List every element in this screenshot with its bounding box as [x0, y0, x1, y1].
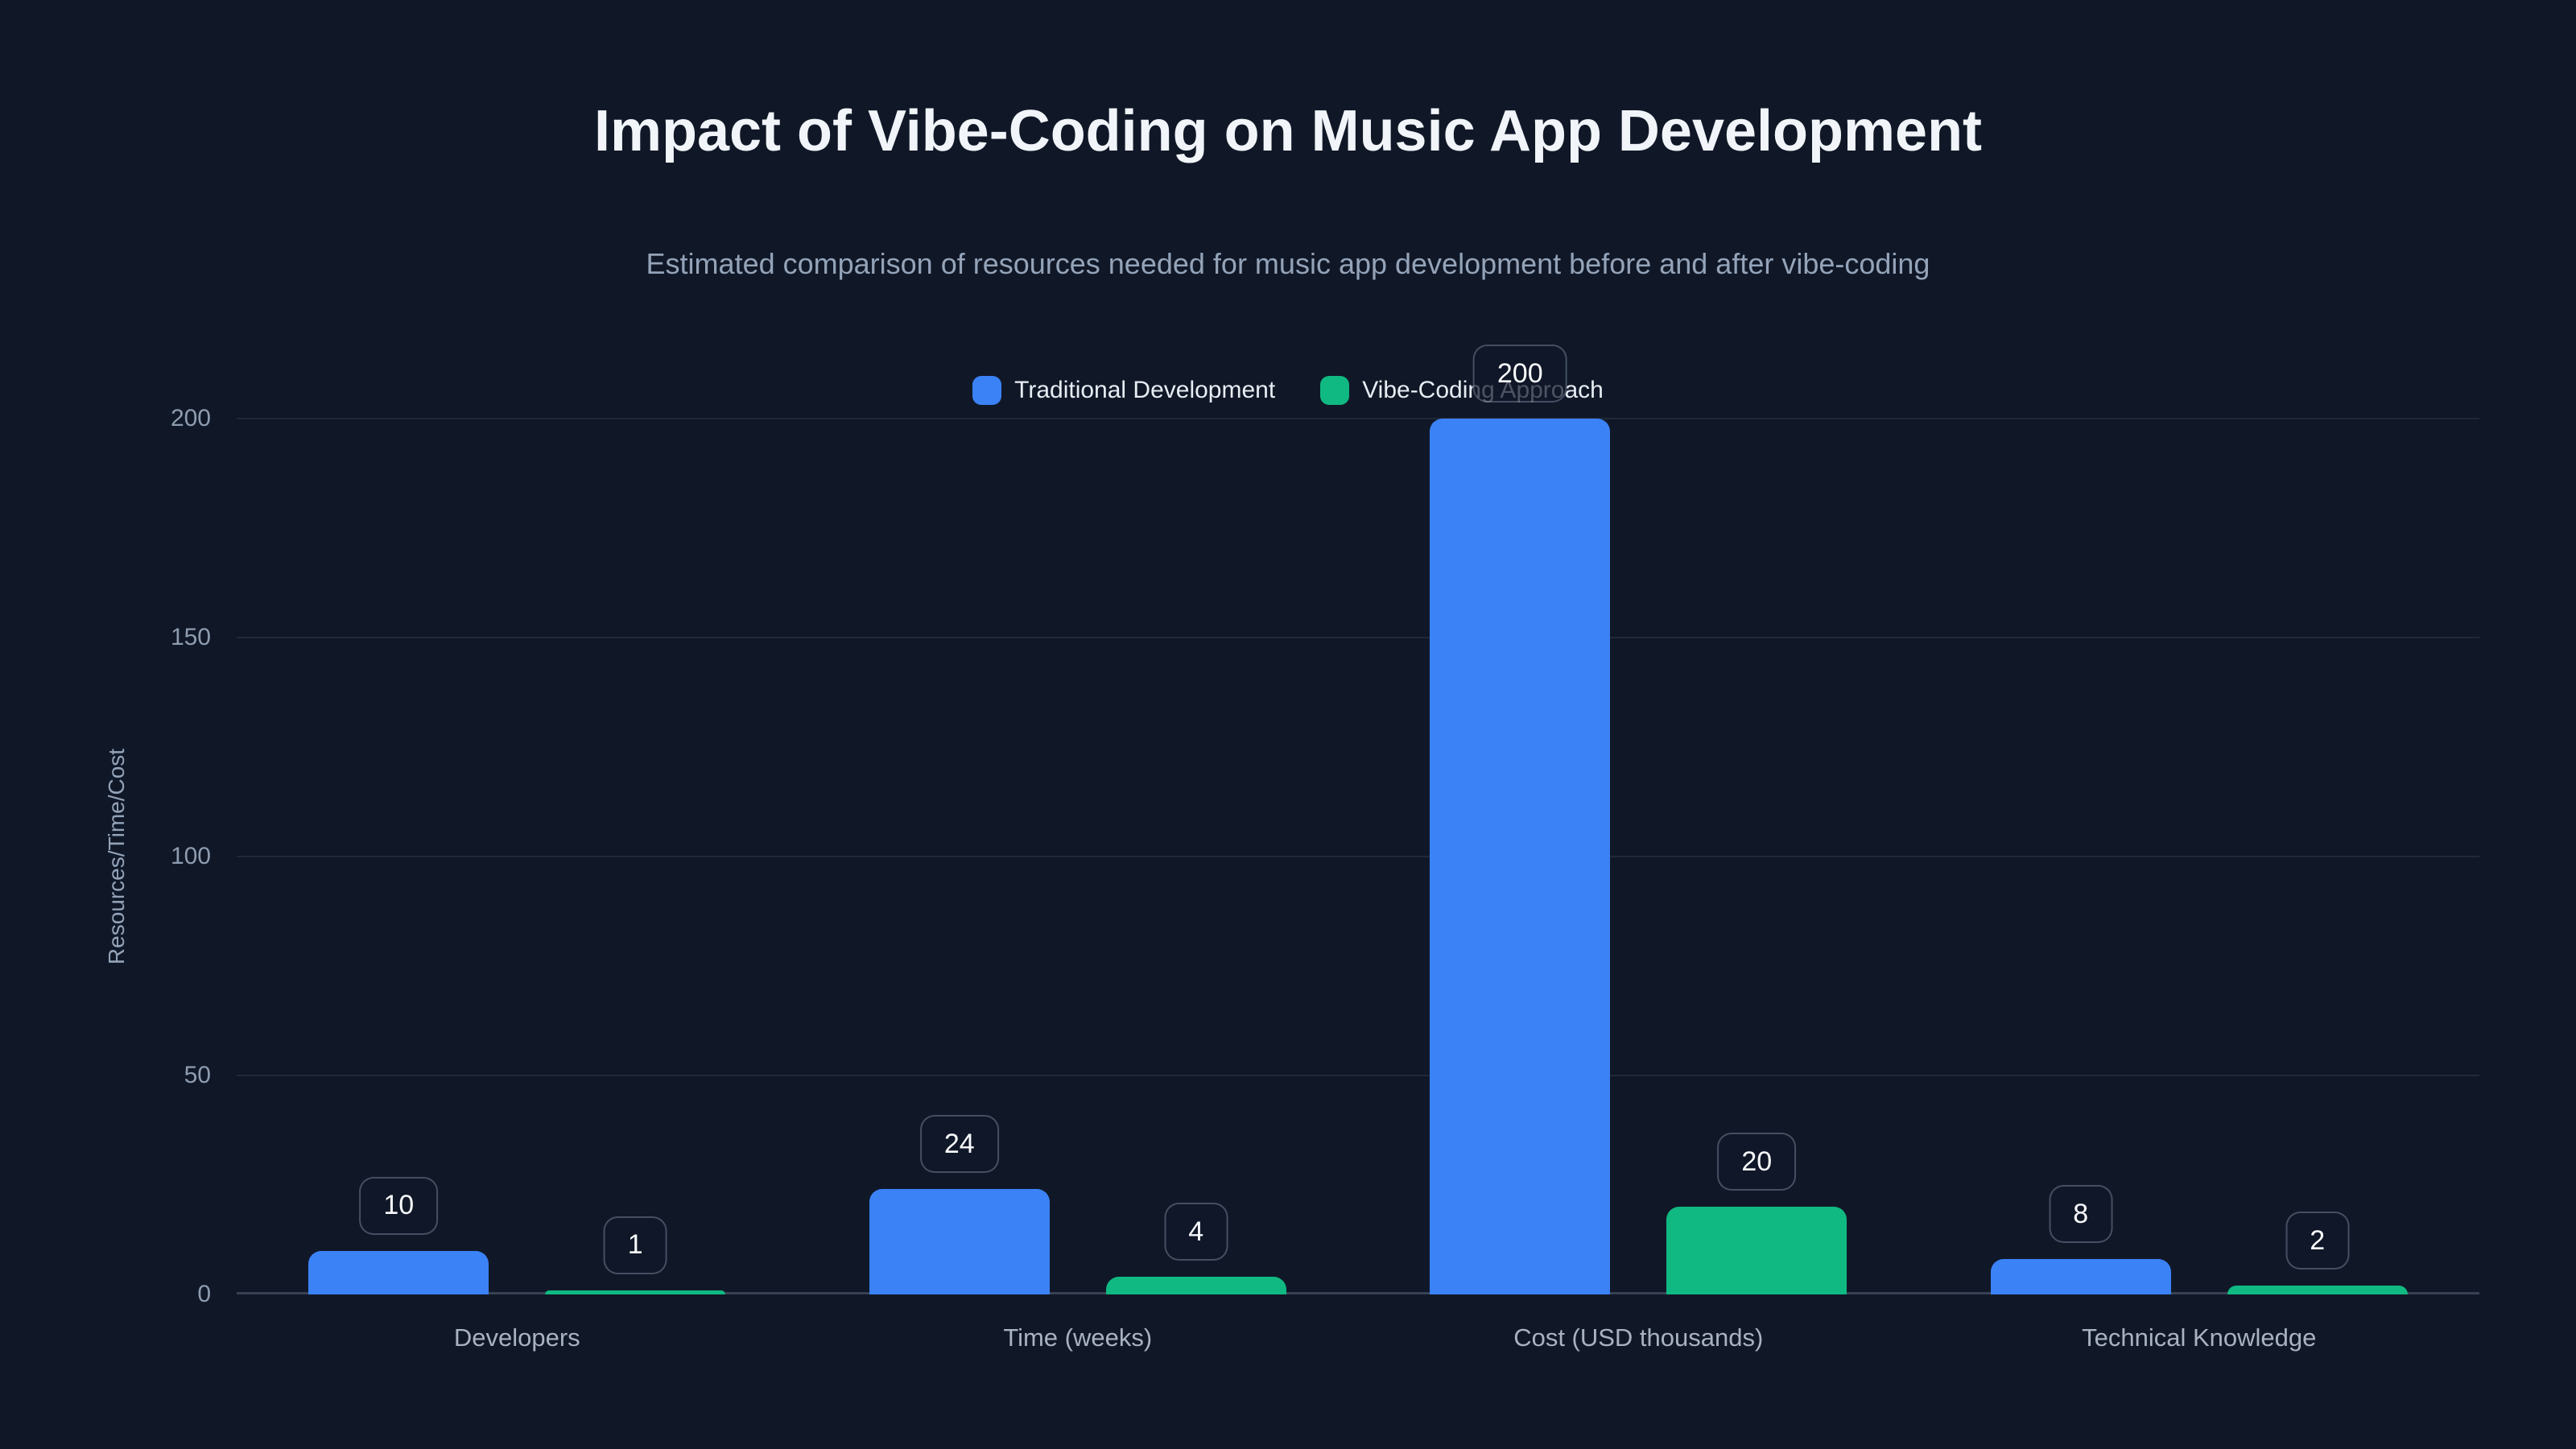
- y-tick-label-0: 0: [197, 1281, 211, 1307]
- bar-cost-usd-thousands--traditional[interactable]: [1430, 419, 1611, 1294]
- y-tick-label-50: 50: [184, 1062, 211, 1088]
- gridline-100: [237, 856, 2479, 857]
- bar-technical-knowledge-traditional[interactable]: [1990, 1259, 2171, 1294]
- legend-item-traditional[interactable]: Traditional Development: [972, 376, 1275, 405]
- x-axis-line: [237, 1292, 2479, 1294]
- category-label-cost-usd-thousands-: Cost (USD thousands): [1513, 1323, 1764, 1352]
- bar-cost-usd-thousands--vibe[interactable]: [1666, 1207, 1847, 1294]
- category-label-developers: Developers: [453, 1323, 580, 1352]
- bar-developers-traditional[interactable]: [308, 1250, 489, 1294]
- value-badge-4: 4: [1164, 1203, 1228, 1261]
- bar-developers-vibe[interactable]: [545, 1290, 726, 1294]
- value-badge-2: 2: [2285, 1212, 2350, 1270]
- value-badge-8: 8: [2049, 1185, 2113, 1244]
- value-badge-24: 24: [919, 1115, 999, 1174]
- bar-time-weeks--traditional[interactable]: [869, 1189, 1050, 1294]
- chart-legend: Traditional Development Vibe-Coding Appr…: [0, 370, 2576, 411]
- bar-time-weeks--vibe[interactable]: [1105, 1277, 1286, 1294]
- value-badge-20: 20: [1717, 1133, 1797, 1191]
- y-tick-label-100: 100: [170, 843, 211, 869]
- category-label-time-weeks-: Time (weeks): [1003, 1323, 1153, 1352]
- legend-swatch-vibe-coding-icon: [1320, 376, 1350, 405]
- value-badge-200: 200: [1472, 345, 1567, 402]
- y-tick-label-150: 150: [170, 624, 211, 650]
- chart-title: Impact of Vibe-Coding on Music App Devel…: [593, 99, 1983, 163]
- value-badge-1: 1: [603, 1216, 667, 1274]
- value-badge-10: 10: [359, 1176, 439, 1235]
- gridline-150: [237, 637, 2479, 638]
- gridline-200: [237, 418, 2479, 419]
- y-tick-label-200: 200: [170, 405, 211, 431]
- bar-technical-knowledge-vibe[interactable]: [2227, 1286, 2408, 1294]
- gridline-50: [237, 1075, 2479, 1076]
- legend-label-traditional: Traditional Development: [1014, 377, 1276, 403]
- category-label-technical-knowledge: Technical Knowledge: [2082, 1323, 2317, 1352]
- legend-swatch-traditional-icon: [972, 376, 1002, 405]
- chart-subtitle: Estimated comparison of resources needed…: [646, 247, 1930, 280]
